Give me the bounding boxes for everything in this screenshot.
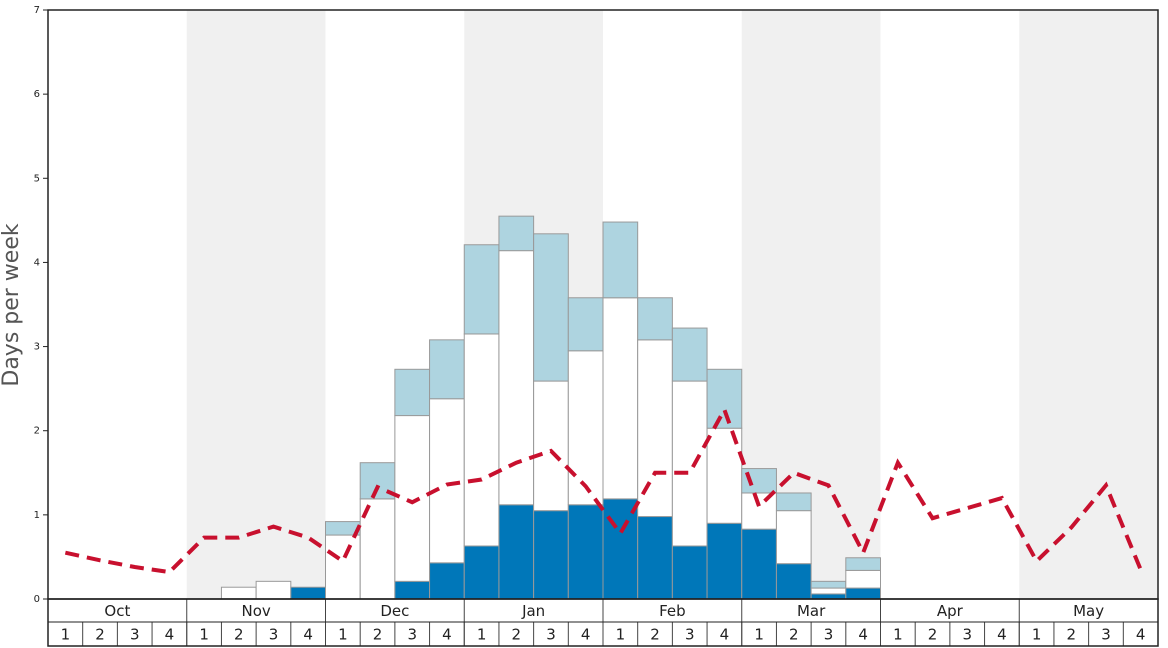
y-tick-label: 3 [34, 342, 40, 353]
month-label: Mar [797, 602, 826, 620]
month-label: Apr [937, 602, 964, 620]
bar-segment [220, 586, 257, 600]
bar-segment [533, 380, 569, 512]
bar-segment [533, 510, 569, 600]
bar-segment [845, 569, 881, 589]
x-tick-label: 1 [616, 626, 626, 644]
x-tick-label: 3 [269, 626, 279, 644]
y-axis-label: Days per week [0, 223, 24, 386]
bar-segment [429, 562, 465, 600]
x-tick-label: 1 [1032, 626, 1042, 644]
bar-segment [325, 534, 361, 600]
x-tick-label: 4 [303, 626, 313, 644]
month-shade [1019, 10, 1158, 599]
bar-segment [775, 510, 812, 565]
bar-segment [810, 580, 847, 589]
bar-segment [463, 244, 500, 335]
x-tick-label: 4 [858, 626, 868, 644]
bar-segment [671, 327, 708, 382]
bar-segment [255, 580, 292, 600]
x-tick-label: 3 [1101, 626, 1111, 644]
x-tick-label: 1 [893, 626, 903, 644]
bar-segment [498, 504, 535, 600]
month-label: Oct [104, 602, 130, 620]
x-tick-label: 1 [199, 626, 209, 644]
x-tick-label: 3 [407, 626, 417, 644]
bar-segment [706, 368, 743, 429]
x-tick-label: 3 [824, 626, 834, 644]
month-label: Jan [521, 602, 545, 620]
x-tick-label: 2 [1067, 626, 1077, 644]
bar-segment [706, 522, 743, 600]
x-tick-label: 1 [338, 626, 348, 644]
bar-segment [394, 580, 431, 600]
x-tick-label: 1 [477, 626, 487, 644]
bar-segment [637, 516, 673, 600]
bar-segment [602, 498, 639, 600]
bar-segment [637, 339, 673, 518]
x-tick-label: 4 [720, 626, 730, 644]
bar-segment [533, 233, 569, 382]
x-tick-label: 4 [165, 626, 175, 644]
bar-segment [498, 215, 535, 252]
bar-segment [741, 528, 777, 600]
bar-segment [394, 368, 431, 417]
bar-segment [741, 492, 777, 530]
bar-segment [290, 586, 326, 600]
x-tick-label: 4 [581, 626, 591, 644]
x-tick-label: 2 [512, 626, 522, 644]
bar-segment [429, 339, 465, 400]
x-tick-label: 2 [928, 626, 938, 644]
y-tick-label: 1 [34, 510, 40, 521]
y-tick-label: 0 [34, 594, 40, 605]
x-tick-label: 1 [754, 626, 764, 644]
y-tick-label: 5 [34, 173, 40, 184]
bar-segment [810, 593, 847, 600]
x-tick-label: 3 [962, 626, 972, 644]
x-tick-label: 2 [373, 626, 383, 644]
x-tick-label: 3 [130, 626, 140, 644]
y-tick-label: 4 [34, 257, 40, 268]
bar-segment [567, 297, 604, 352]
bar-segment [567, 350, 604, 506]
month-shade [186, 10, 326, 599]
x-tick-label: 4 [1136, 626, 1146, 644]
bar-segment [463, 545, 500, 600]
x-tick-label: 4 [442, 626, 452, 644]
x-tick-label: 2 [95, 626, 105, 644]
bar-segment [775, 492, 812, 512]
bar-segment [845, 557, 881, 571]
bar-segment [498, 250, 535, 506]
bar-segment [775, 563, 812, 600]
bar-segment [602, 221, 639, 299]
y-tick-label: 7 [34, 5, 40, 16]
x-tick-label: 3 [685, 626, 695, 644]
bar-segment [567, 504, 604, 600]
y-tick-label: 2 [34, 426, 40, 437]
month-label: Dec [380, 602, 409, 620]
bar-segment [394, 415, 431, 582]
x-tick-label: 2 [650, 626, 660, 644]
bar-segment [463, 333, 500, 547]
month-label: May [1073, 602, 1104, 620]
bar-segment [810, 587, 847, 595]
x-tick-label: 1 [61, 626, 71, 644]
bar-segment [429, 398, 465, 564]
bar-segment [845, 587, 881, 600]
x-tick-label: 3 [546, 626, 556, 644]
x-tick-label: 2 [234, 626, 244, 644]
month-label: Nov [241, 602, 270, 620]
bar-segment [637, 297, 673, 341]
month-label: Feb [659, 602, 686, 620]
bar-segment [602, 297, 639, 500]
average-line [64, 404, 1143, 575]
y-tick-label: 6 [34, 89, 40, 100]
x-tick-label: 2 [789, 626, 799, 644]
x-tick-label: 4 [997, 626, 1007, 644]
bar-segment [671, 545, 708, 600]
bar-segment [671, 380, 708, 547]
